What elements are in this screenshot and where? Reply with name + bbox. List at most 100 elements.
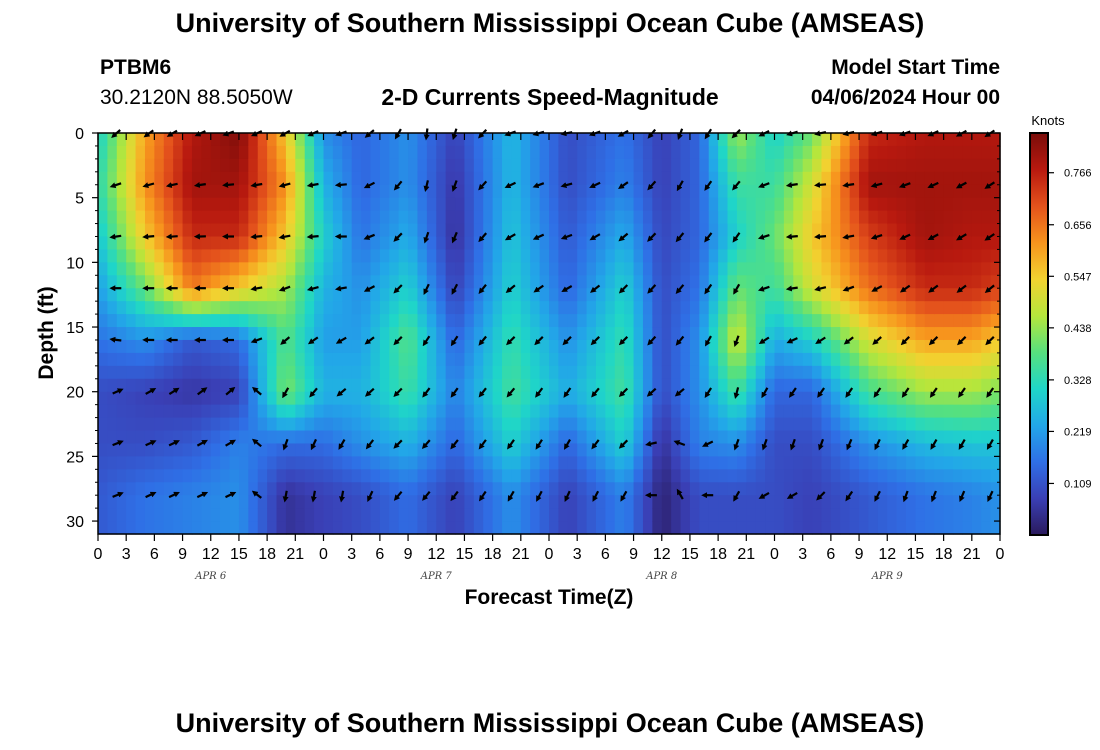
heatmap-cell bbox=[896, 301, 907, 315]
heatmap-cell bbox=[671, 352, 682, 367]
heatmap-cell bbox=[953, 404, 964, 419]
heatmap-cell bbox=[229, 391, 240, 406]
heatmap-cell bbox=[727, 314, 738, 328]
heatmap-cell bbox=[361, 327, 372, 341]
heatmap-cell bbox=[135, 301, 146, 315]
heatmap-cell bbox=[285, 133, 296, 147]
heatmap-cell bbox=[144, 288, 155, 302]
heatmap-cell bbox=[990, 482, 1001, 496]
heatmap-cell bbox=[746, 430, 757, 445]
heatmap-cell bbox=[624, 404, 635, 419]
heatmap-cell bbox=[934, 521, 945, 535]
heatmap-cell bbox=[436, 249, 447, 263]
heatmap-cell bbox=[605, 378, 616, 393]
heatmap-cell bbox=[849, 262, 860, 276]
heatmap-cell bbox=[934, 184, 945, 199]
heatmap-cell bbox=[201, 184, 212, 199]
x-axis: 0 3 6 9 12 15 18 21 0 3 6 9 12 15 18 21 0 3 6 9 12 15 18 21 0 3 6 9… bbox=[94, 133, 1005, 582]
heatmap-cell bbox=[699, 236, 710, 251]
heatmap-cell bbox=[417, 288, 428, 302]
heatmap-cell bbox=[680, 327, 691, 341]
heatmap-cell bbox=[981, 249, 992, 263]
heatmap-cell bbox=[708, 430, 719, 445]
heatmap-cell bbox=[812, 339, 823, 354]
heatmap-cell bbox=[906, 430, 917, 445]
heatmap-cell bbox=[98, 495, 108, 509]
heatmap-cell bbox=[389, 391, 400, 406]
heatmap-cell bbox=[868, 288, 879, 302]
heatmap-cell bbox=[718, 391, 729, 406]
heatmap-cell bbox=[408, 469, 419, 483]
heatmap-cell bbox=[633, 391, 644, 406]
heatmap-cell bbox=[267, 145, 278, 160]
heatmap-cell bbox=[981, 521, 992, 535]
heatmap-cell bbox=[802, 236, 813, 251]
heatmap-cell bbox=[389, 378, 400, 393]
heatmap-cell bbox=[238, 378, 249, 393]
heatmap-cell bbox=[783, 223, 794, 238]
heatmap-cell bbox=[896, 378, 907, 393]
heatmap-cell bbox=[201, 314, 212, 328]
heatmap-cell bbox=[736, 197, 747, 212]
heatmap-cell bbox=[342, 301, 353, 315]
heatmap-cell bbox=[887, 275, 898, 289]
current-arrow bbox=[818, 438, 825, 451]
heatmap-cell bbox=[492, 508, 503, 522]
heatmap-cell bbox=[539, 482, 550, 496]
heatmap-cell bbox=[304, 378, 315, 393]
heatmap-cell bbox=[304, 469, 315, 483]
heatmap-cell bbox=[520, 301, 531, 315]
heatmap-cell bbox=[267, 314, 278, 328]
heatmap-cell bbox=[680, 417, 691, 432]
heatmap-cell bbox=[840, 456, 851, 470]
heatmap-cell bbox=[661, 288, 672, 302]
heatmap-cell bbox=[116, 223, 127, 238]
heatmap-cell bbox=[285, 262, 296, 276]
heatmap-cell bbox=[361, 171, 372, 186]
current-arrow bbox=[250, 182, 263, 188]
heatmap-cell bbox=[896, 171, 907, 186]
heatmap-cell bbox=[943, 301, 954, 315]
heatmap-cell bbox=[642, 430, 653, 445]
heatmap-cell bbox=[201, 210, 212, 225]
heatmap-cell bbox=[116, 443, 127, 457]
heatmap-cell bbox=[539, 391, 550, 406]
heatmap-cell bbox=[877, 145, 888, 160]
heatmap-cell bbox=[436, 391, 447, 406]
heatmap-cell bbox=[351, 456, 362, 470]
heatmap-cell bbox=[257, 365, 268, 380]
heatmap-cell bbox=[549, 482, 559, 496]
heatmap-cell bbox=[398, 508, 409, 522]
heatmap-cell bbox=[765, 469, 776, 483]
heatmap-cell bbox=[229, 365, 240, 380]
heatmap-cell bbox=[605, 171, 616, 186]
heatmap-cell bbox=[680, 236, 691, 251]
heatmap-cell bbox=[126, 391, 137, 406]
heatmap-cell bbox=[849, 430, 860, 445]
heatmap-cell bbox=[135, 158, 146, 173]
heatmap-cell bbox=[116, 197, 127, 212]
heatmap-cell bbox=[539, 521, 550, 535]
heatmap-cell bbox=[98, 210, 108, 225]
heatmap-cell bbox=[642, 508, 653, 522]
current-arrow bbox=[282, 387, 290, 399]
current-arrow bbox=[393, 232, 403, 242]
heatmap-cell bbox=[511, 365, 522, 380]
heatmap-cell bbox=[248, 365, 259, 380]
heatmap-cell bbox=[314, 249, 325, 263]
heatmap-cell bbox=[473, 184, 484, 199]
heatmap-cell bbox=[295, 495, 306, 509]
heatmap-cell bbox=[455, 236, 466, 251]
heatmap-cell bbox=[135, 223, 146, 238]
current-arrow bbox=[451, 180, 458, 192]
heatmap-cell bbox=[812, 495, 823, 509]
heatmap-cell bbox=[539, 249, 550, 263]
heatmap-cell bbox=[755, 145, 766, 160]
heatmap-cell bbox=[426, 158, 437, 173]
heatmap-cell bbox=[718, 288, 729, 302]
heatmap-cell bbox=[896, 352, 907, 367]
heatmap-cell bbox=[793, 249, 804, 263]
heatmap-cell bbox=[379, 145, 390, 160]
heatmap-cell bbox=[473, 158, 484, 173]
heatmap-cell bbox=[689, 391, 700, 406]
